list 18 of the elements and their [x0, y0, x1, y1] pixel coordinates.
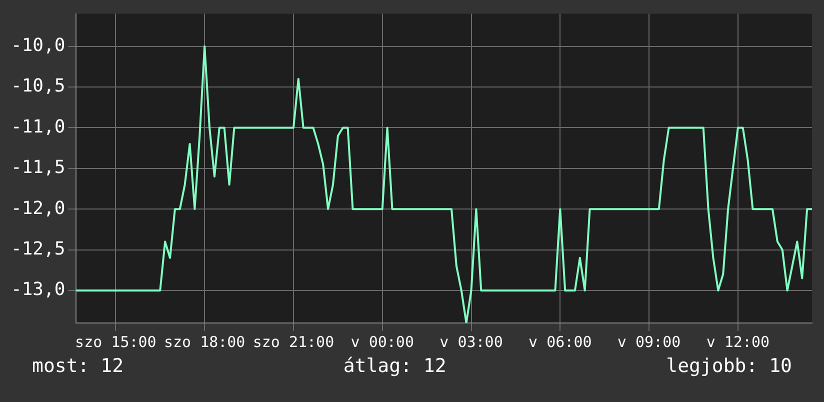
- x-tick-label: v 06:00: [528, 332, 592, 351]
- x-tick-label: v 00:00: [350, 332, 414, 351]
- y-tick-label: -10,0: [10, 35, 66, 56]
- x-tick-label: v 09:00: [617, 332, 681, 351]
- y-tick-label: -12,5: [10, 238, 66, 260]
- text: legjobb: 10: [666, 355, 792, 377]
- x-tick-label: szo 15:00: [75, 332, 156, 351]
- x-tick-label: szo 18:00: [164, 332, 246, 351]
- x-tick-label: szo 21:00: [252, 332, 334, 351]
- text: most: 12: [32, 355, 124, 377]
- y-tick-label: -12,0: [10, 198, 66, 219]
- y-tick-label: -10,5: [10, 76, 66, 97]
- y-tick-label: -11,0: [10, 116, 66, 138]
- x-tick-label: v 12:00: [706, 332, 770, 351]
- x-tick-label: v 03:00: [440, 332, 503, 351]
- text: átlag: 12: [343, 355, 446, 377]
- y-tick-label: -11,5: [10, 157, 66, 178]
- y-tick-label: -13,0: [10, 279, 66, 300]
